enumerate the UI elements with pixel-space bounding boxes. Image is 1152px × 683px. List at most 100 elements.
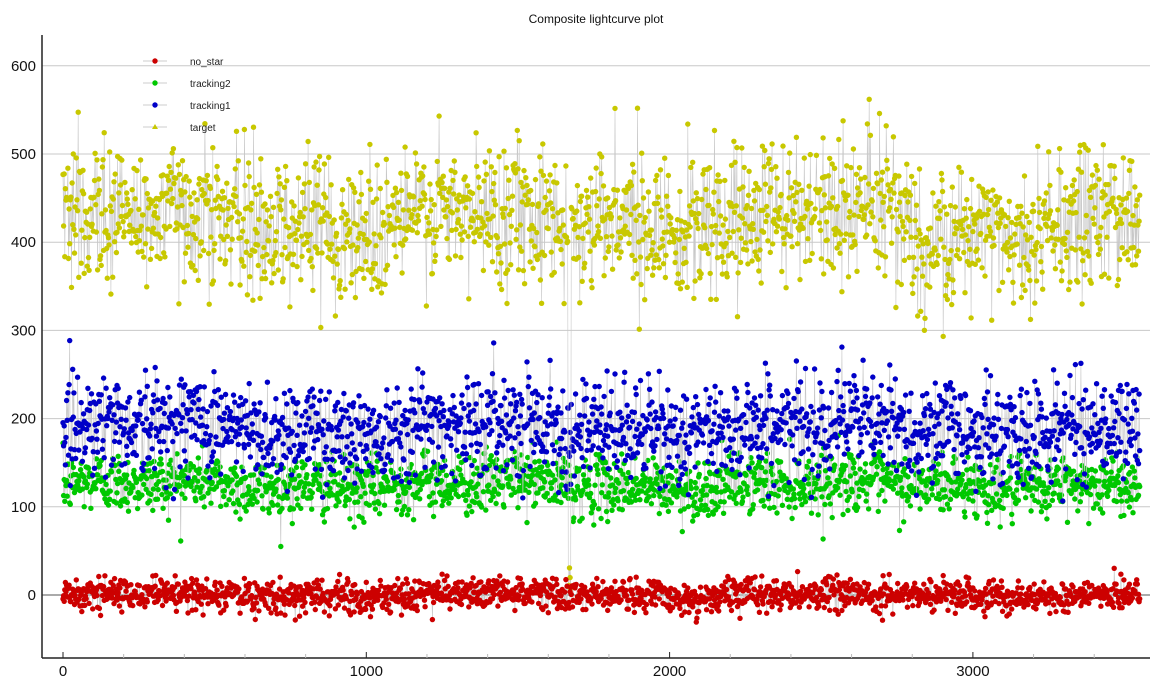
data-point-target [606,244,612,250]
data-point-tracking1 [1133,386,1139,393]
data-point-tracking1 [347,451,354,457]
data-point-tracking1 [725,408,731,414]
data-point-target [217,256,223,262]
data-point-tracking1 [341,390,347,397]
data-point-tracking1 [989,451,995,457]
data-point-tracking2 [366,502,372,508]
data-point-target [900,223,906,230]
data-point-target [605,195,611,201]
data-point-tracking1 [477,441,483,448]
data-point-tracking2 [588,510,594,516]
data-point-tracking1 [754,434,760,440]
data-point-target [380,209,386,216]
data-point-tracking1 [287,387,293,394]
data-point-target [749,258,755,264]
data-point-tracking1 [71,447,78,453]
data-point-tracking1 [279,421,285,427]
data-point-target [148,245,155,252]
data-point-target [167,223,173,230]
data-point-target [662,274,669,281]
data-point-tracking1 [716,436,722,442]
data-point-tracking2 [548,485,554,492]
data-point-tracking1 [466,418,473,424]
data-point-tracking1 [179,428,185,434]
data-point-target [121,234,127,240]
data-point-tracking2 [572,497,579,503]
data-point-target [878,177,884,183]
data-point-tracking2 [478,504,485,510]
data-point-tracking1 [694,401,701,408]
data-point-tracking2 [490,493,496,500]
data-point-tracking1 [293,410,299,416]
data-point-tracking2 [362,490,368,496]
data-point-target [580,235,586,242]
data-point-tracking1 [259,439,266,445]
data-point-target [256,182,263,188]
data-point-tracking1 [412,472,419,478]
data-point-target [920,241,926,247]
data-point-target [684,284,690,290]
data-point-tracking1 [1109,432,1116,439]
data-point-tracking2 [605,494,611,500]
data-point-tracking1 [100,437,106,444]
data-point-target [363,210,369,217]
data-point-tracking2 [863,498,869,504]
data-point-tracking1 [679,425,685,431]
data-point-tracking1 [1050,367,1057,373]
data-point-target [763,218,769,225]
data-point-tracking1 [501,395,508,401]
data-point-tracking1 [177,464,183,470]
data-point-tracking1 [150,392,157,398]
data-point-target [315,250,321,256]
data-point-target [517,222,524,228]
data-point-tracking1 [76,447,82,453]
data-point-tracking2 [1103,470,1110,476]
data-point-target [686,233,692,239]
data-point-tracking1 [605,466,611,472]
data-point-target [592,188,599,195]
data-point-tracking1 [1135,431,1141,437]
data-point-tracking2 [1115,479,1122,486]
data-point-tracking1 [253,466,259,472]
data-point-tracking1 [213,434,219,440]
data-point-tracking1 [117,424,123,430]
data-point-target [337,278,343,284]
data-point-target [293,237,300,243]
data-point-tracking1 [70,414,77,420]
data-point-tracking1 [224,405,231,411]
data-point-tracking1 [335,399,341,406]
data-point-target [275,166,281,172]
data-point-tracking1 [1023,438,1029,445]
data-point-tracking1 [497,432,503,439]
data-point-tracking1 [468,442,474,448]
data-point-tracking2 [208,500,214,506]
data-point-target [658,207,664,213]
data-point-target [264,207,271,213]
data-point-tracking1 [634,450,641,456]
data-point-target [872,238,878,244]
data-point-target [210,145,216,151]
data-point-tracking1 [795,388,801,395]
data-point-target [415,218,422,224]
data-point-tracking1 [446,419,453,425]
data-point-tracking1 [917,420,923,426]
data-point-target [711,189,717,195]
data-point-tracking1 [676,482,682,488]
data-point-tracking1 [658,469,664,475]
data-point-target [125,201,131,207]
data-point-tracking1 [337,454,343,460]
data-point-target [431,202,437,208]
data-point-tracking1 [111,438,118,445]
data-point-target [817,186,823,193]
data-point-target [884,166,891,172]
data-point-target [481,223,488,229]
data-point-tracking1 [394,385,400,391]
data-point-tracking1 [256,409,262,415]
chart-title: Composite lightcurve plot [529,12,664,26]
data-point-target [583,187,590,194]
data-point-target [861,216,867,222]
data-point-tracking1 [90,449,97,455]
data-point-target [908,173,915,180]
data-point-target [208,234,214,240]
data-point-target [893,304,899,311]
